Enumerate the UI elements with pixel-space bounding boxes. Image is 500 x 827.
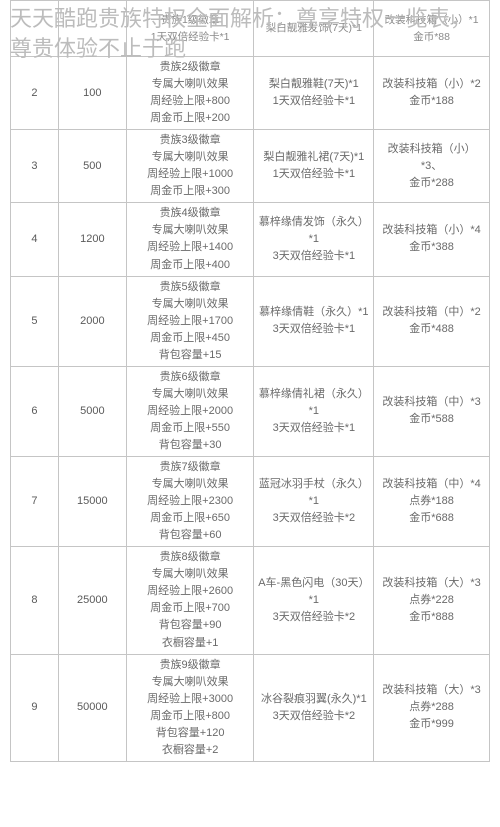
cell-privilege: 贵族2级徽章专属大喇叭效果周经验上限+800周金币上限+200 — [126, 57, 254, 130]
table-row: 825000贵族8级徽章专属大喇叭效果周经验上限+2600周金币上限+700背包… — [11, 547, 490, 654]
cell-privilege: 贵族3级徽章专属大喇叭效果周经验上限+1000周金币上限+300 — [126, 130, 254, 203]
table-row: 950000贵族9级徽章专属大喇叭效果周经验上限+3000周金币上限+800背包… — [11, 654, 490, 761]
cell-reward1: 慕梓缘倩发饰（永久）*13天双倍经验卡*1 — [254, 203, 374, 276]
privilege-table-container: 贵族1级徽章1天双倍经验卡*1 梨白靓雅发饰(7天)*1 改装科技箱（小）*1金… — [10, 0, 490, 762]
cell-reward2: 改装科技箱（小）*4金币*388 — [374, 203, 490, 276]
cell-reward2: 改装科技箱（中）*3金币*588 — [374, 366, 490, 456]
cell-reward1: 梨白靓雅礼裙(7天)*11天双倍经验卡*1 — [254, 130, 374, 203]
cell-level: 5 — [11, 276, 59, 366]
page-title: 天天酷跑贵族特权全面解析：尊享特权一览表，尊贵体验不止于跑 — [0, 0, 500, 67]
cell-amount: 2000 — [58, 276, 126, 366]
cell-level: 3 — [11, 130, 59, 203]
cell-privilege: 贵族4级徽章专属大喇叭效果周经验上限+1400周金币上限+400 — [126, 203, 254, 276]
table-row: 41200贵族4级徽章专属大喇叭效果周经验上限+1400周金币上限+400慕梓缘… — [11, 203, 490, 276]
cell-reward2: 改装科技箱（大）*3点券*288金币*999 — [374, 654, 490, 761]
cell-level: 4 — [11, 203, 59, 276]
table-row: 65000贵族6级徽章专属大喇叭效果周经验上限+2000周金币上限+550背包容… — [11, 366, 490, 456]
cell-level: 6 — [11, 366, 59, 456]
table-row: 52000贵族5级徽章专属大喇叭效果周经验上限+1700周金币上限+450背包容… — [11, 276, 490, 366]
cell-amount: 15000 — [58, 457, 126, 547]
cell-level: 7 — [11, 457, 59, 547]
table-row: 715000贵族7级徽章专属大喇叭效果周经验上限+2300周金币上限+650背包… — [11, 457, 490, 547]
cell-reward1: 慕梓缘倩鞋（永久）*13天双倍经验卡*1 — [254, 276, 374, 366]
cell-amount: 25000 — [58, 547, 126, 654]
cell-privilege: 贵族7级徽章专属大喇叭效果周经验上限+2300周金币上限+650背包容量+60 — [126, 457, 254, 547]
table-row: 3500贵族3级徽章专属大喇叭效果周经验上限+1000周金币上限+300梨白靓雅… — [11, 130, 490, 203]
cell-level: 2 — [11, 57, 59, 130]
cell-reward2: 改装科技箱（大）*3点券*228金币*888 — [374, 547, 490, 654]
cell-reward1: 慕梓缘倩礼裙（永久）*13天双倍经验卡*1 — [254, 366, 374, 456]
cell-amount: 100 — [58, 57, 126, 130]
table-body: 2100贵族2级徽章专属大喇叭效果周经验上限+800周金币上限+200梨白靓雅鞋… — [11, 57, 490, 762]
cell-reward2: 改装科技箱（小）*3、金币*288 — [374, 130, 490, 203]
cell-reward2: 改装科技箱（小）*2金币*188 — [374, 57, 490, 130]
cell-reward1: 蓝冠冰羽手杖（永久）*13天双倍经验卡*2 — [254, 457, 374, 547]
cell-reward1: 冰谷裂痕羽翼(永久)*13天双倍经验卡*2 — [254, 654, 374, 761]
cell-reward2: 改装科技箱（中）*2金币*488 — [374, 276, 490, 366]
table-row: 2100贵族2级徽章专属大喇叭效果周经验上限+800周金币上限+200梨白靓雅鞋… — [11, 57, 490, 130]
cell-reward1: 梨白靓雅鞋(7天)*11天双倍经验卡*1 — [254, 57, 374, 130]
privilege-table: 贵族1级徽章1天双倍经验卡*1 梨白靓雅发饰(7天)*1 改装科技箱（小）*1金… — [10, 0, 490, 762]
cell-privilege: 贵族8级徽章专属大喇叭效果周经验上限+2600周金币上限+700背包容量+90衣… — [126, 547, 254, 654]
cell-amount: 1200 — [58, 203, 126, 276]
cell-privilege: 贵族6级徽章专属大喇叭效果周经验上限+2000周金币上限+550背包容量+30 — [126, 366, 254, 456]
cell-level: 8 — [11, 547, 59, 654]
cell-amount: 50000 — [58, 654, 126, 761]
cell-amount: 5000 — [58, 366, 126, 456]
cell-level: 9 — [11, 654, 59, 761]
cell-privilege: 贵族5级徽章专属大喇叭效果周经验上限+1700周金币上限+450背包容量+15 — [126, 276, 254, 366]
cell-amount: 500 — [58, 130, 126, 203]
cell-reward1: A车-黑色闪电（30天）*13天双倍经验卡*2 — [254, 547, 374, 654]
cell-reward2: 改装科技箱（中）*4点券*188金币*688 — [374, 457, 490, 547]
cell-privilege: 贵族9级徽章专属大喇叭效果周经验上限+3000周金币上限+800背包容量+120… — [126, 654, 254, 761]
